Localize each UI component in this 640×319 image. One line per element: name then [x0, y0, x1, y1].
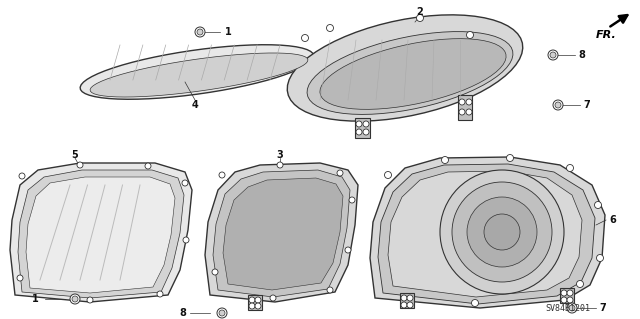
- Polygon shape: [90, 53, 308, 97]
- Polygon shape: [400, 293, 414, 308]
- Circle shape: [217, 308, 227, 318]
- Text: 5: 5: [72, 150, 78, 160]
- Circle shape: [401, 302, 407, 308]
- Polygon shape: [388, 171, 582, 297]
- Circle shape: [182, 180, 188, 186]
- Circle shape: [183, 237, 189, 243]
- Text: 7: 7: [584, 100, 590, 110]
- Text: 2: 2: [417, 7, 424, 17]
- Circle shape: [417, 14, 424, 21]
- Circle shape: [19, 173, 25, 179]
- Circle shape: [472, 300, 479, 307]
- Circle shape: [301, 34, 308, 41]
- Circle shape: [459, 109, 465, 115]
- Polygon shape: [370, 157, 605, 308]
- Circle shape: [407, 302, 413, 308]
- Circle shape: [326, 25, 333, 32]
- Polygon shape: [18, 170, 184, 298]
- Circle shape: [363, 129, 369, 135]
- Polygon shape: [287, 15, 523, 121]
- Circle shape: [87, 297, 93, 303]
- Circle shape: [442, 157, 449, 164]
- Circle shape: [255, 303, 261, 309]
- Circle shape: [577, 280, 584, 287]
- Text: 8: 8: [180, 308, 186, 318]
- Polygon shape: [80, 45, 314, 99]
- Text: SV84B1201: SV84B1201: [545, 304, 590, 313]
- Circle shape: [255, 297, 261, 303]
- Circle shape: [212, 269, 218, 275]
- Polygon shape: [378, 164, 595, 304]
- Circle shape: [567, 303, 577, 313]
- Text: 3: 3: [276, 150, 284, 160]
- Polygon shape: [10, 163, 192, 302]
- Circle shape: [569, 305, 575, 311]
- Polygon shape: [320, 39, 506, 109]
- Circle shape: [407, 295, 413, 301]
- Circle shape: [459, 99, 465, 105]
- Circle shape: [157, 291, 163, 297]
- Circle shape: [270, 295, 276, 301]
- Text: 7: 7: [600, 303, 606, 313]
- Polygon shape: [213, 170, 350, 297]
- Circle shape: [567, 290, 573, 296]
- Circle shape: [249, 303, 255, 309]
- Circle shape: [484, 214, 520, 250]
- Polygon shape: [458, 95, 472, 120]
- Circle shape: [466, 109, 472, 115]
- Circle shape: [548, 50, 558, 60]
- Polygon shape: [307, 32, 513, 115]
- Circle shape: [277, 162, 283, 168]
- Circle shape: [561, 290, 567, 296]
- Circle shape: [467, 32, 474, 39]
- Circle shape: [566, 165, 573, 172]
- Circle shape: [356, 121, 362, 127]
- Text: 1: 1: [31, 294, 38, 304]
- Polygon shape: [205, 163, 358, 302]
- Polygon shape: [26, 177, 175, 293]
- Circle shape: [385, 172, 392, 179]
- Text: 8: 8: [579, 50, 586, 60]
- Circle shape: [219, 172, 225, 178]
- Circle shape: [195, 27, 205, 37]
- Circle shape: [363, 121, 369, 127]
- Circle shape: [70, 294, 80, 304]
- Circle shape: [452, 182, 552, 282]
- Text: 6: 6: [610, 215, 616, 225]
- Circle shape: [197, 29, 203, 35]
- Circle shape: [356, 129, 362, 135]
- Text: 4: 4: [191, 100, 198, 110]
- Polygon shape: [248, 295, 262, 310]
- Polygon shape: [223, 178, 343, 290]
- Circle shape: [561, 297, 567, 303]
- Circle shape: [440, 170, 564, 294]
- Circle shape: [550, 52, 556, 58]
- Polygon shape: [355, 118, 370, 138]
- Circle shape: [345, 247, 351, 253]
- Circle shape: [401, 295, 407, 301]
- Circle shape: [567, 297, 573, 303]
- Circle shape: [595, 202, 602, 209]
- Circle shape: [17, 275, 23, 281]
- Circle shape: [337, 170, 343, 176]
- Circle shape: [555, 102, 561, 108]
- Polygon shape: [560, 288, 574, 303]
- Circle shape: [327, 287, 333, 293]
- Circle shape: [72, 296, 78, 302]
- Circle shape: [596, 255, 604, 262]
- Circle shape: [77, 162, 83, 168]
- Circle shape: [506, 154, 513, 161]
- Circle shape: [349, 197, 355, 203]
- Circle shape: [467, 197, 537, 267]
- Text: FR.: FR.: [596, 30, 617, 40]
- Circle shape: [249, 297, 255, 303]
- Circle shape: [219, 310, 225, 316]
- Circle shape: [466, 99, 472, 105]
- Circle shape: [553, 100, 563, 110]
- Text: 1: 1: [225, 27, 232, 37]
- Circle shape: [145, 163, 151, 169]
